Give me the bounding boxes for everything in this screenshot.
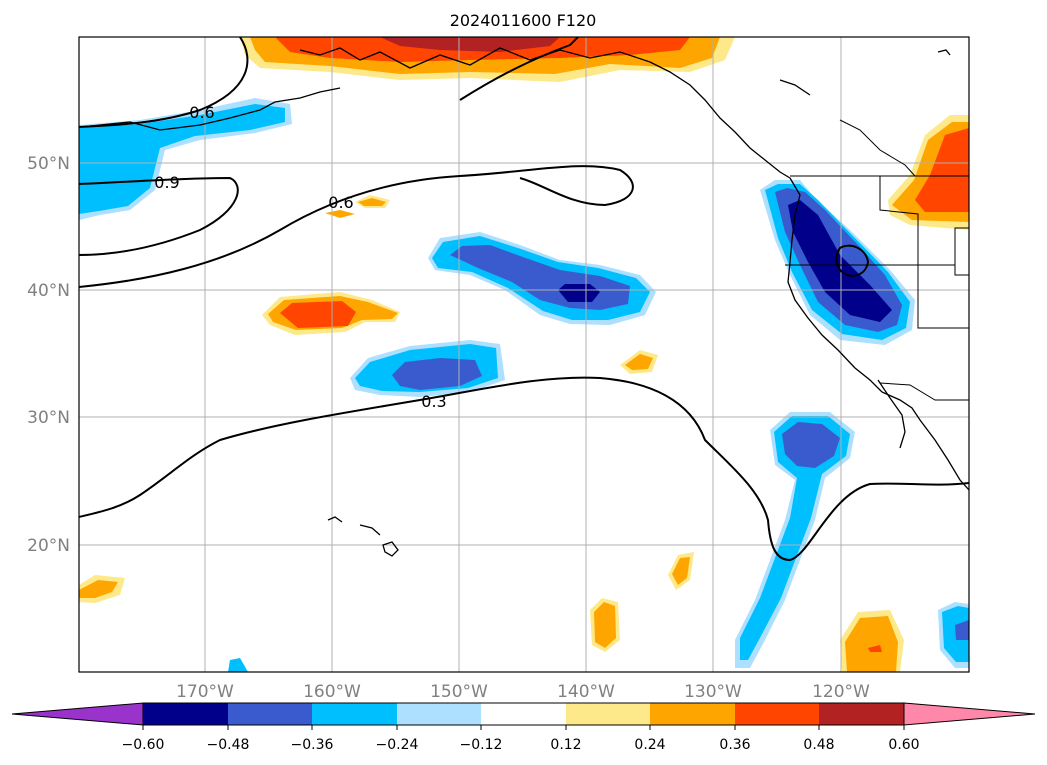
anomaly-baja-negative (228, 412, 969, 672)
colorbar-tick-label: 0.60 (888, 737, 919, 753)
colorbar-tick-label: −0.24 (376, 737, 419, 753)
anomaly-northeast-positive (888, 115, 969, 230)
colorbar-segment (228, 703, 312, 725)
lat-label: 50°N (27, 154, 70, 174)
anomaly-central-pacific (428, 232, 656, 325)
colorbar-segment (650, 703, 735, 725)
colorbar-tick-label: 0.36 (719, 737, 750, 753)
contour-label: 0.3 (421, 392, 446, 411)
colorbar-tick-label: 0.48 (803, 737, 834, 753)
contour-lines (79, 37, 969, 562)
contour-label: 0.9 (154, 173, 179, 192)
anomaly-alaska (240, 37, 735, 82)
colorbar: −0.60 −0.48 −0.36 −0.24 −0.12 0.12 0.24 … (11, 702, 1036, 753)
map-panel: 0.6 0.9 0.6 0.3 (79, 37, 969, 672)
colorbar-tick-label: 0.12 (550, 737, 581, 753)
colorbar-tick-label: 0.24 (634, 737, 665, 753)
contour-label: 0.6 (189, 103, 214, 122)
anomaly-small-positives (79, 195, 904, 672)
colorbar-segment (566, 703, 650, 725)
colorbar-segment (481, 703, 566, 725)
colorbar-ticks (142, 725, 905, 730)
map-frame (78, 36, 970, 673)
colorbar-tick-label: −0.48 (207, 737, 250, 753)
lon-label: 170°W (176, 682, 234, 702)
colorbar-segment (735, 703, 819, 725)
lon-label: 130°W (684, 682, 742, 702)
colorbar-extend-high (903, 702, 1036, 726)
colorbar-tick-label: −0.36 (291, 737, 334, 753)
political-borders (785, 119, 969, 401)
lat-label: 40°N (27, 281, 70, 301)
colorbar-tick-label: −0.12 (460, 737, 503, 753)
ocean-background (79, 37, 969, 672)
colorbar-tick-label: −0.60 (122, 737, 165, 753)
colorbar-segment (819, 703, 904, 725)
lat-label: 20°N (27, 536, 70, 556)
colorbar-frame (142, 702, 905, 726)
lon-label: 120°W (812, 682, 870, 702)
contour-label: 0.6 (328, 193, 353, 212)
anomaly-positive-160w (262, 292, 400, 335)
colorbar-segment (312, 703, 397, 725)
lon-label: 160°W (303, 682, 361, 702)
lat-label: 30°N (27, 408, 70, 428)
coastlines (79, 47, 969, 557)
lon-label: 140°W (557, 682, 615, 702)
anomaly-west-aleutian (79, 98, 292, 220)
colorbar-extend-low (11, 702, 144, 726)
lon-label: 150°W (430, 682, 488, 702)
figure-title: 2024011600 F120 (450, 11, 597, 30)
colorbar-segment (397, 703, 481, 725)
colorbar-segment (143, 703, 228, 725)
gridlines (79, 37, 969, 672)
